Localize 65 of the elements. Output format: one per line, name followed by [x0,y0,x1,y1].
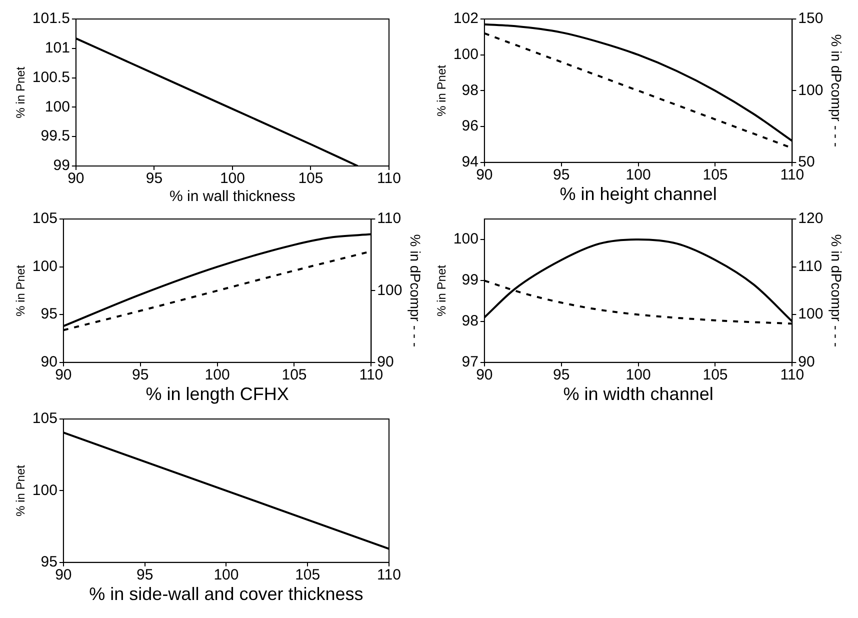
y-tick-label: 101.5 [32,10,70,28]
y-tick-label: 102 [453,10,478,28]
y2-axis-title: % in dPcompr - - - [828,234,845,348]
x-tick-label: 100 [204,366,230,384]
y-axis-title: % in Pnet [14,66,28,118]
y2-tick-label: 110 [377,210,402,228]
x-tick-label: 100 [626,366,651,384]
y2-tick-label: 100 [798,306,824,323]
y2-axis-title: % in dPcompr - - - [408,234,424,348]
y-axis-title: % in Pnet [14,464,28,516]
x-tick-label: 105 [298,170,324,188]
y-tick-label: 100 [32,258,58,275]
y-tick-label: 90 [40,354,58,371]
y-tick-label: 100.5 [32,68,70,86]
y-tick-label: 101 [44,40,70,57]
x-tick-label: 95 [553,366,570,384]
y-tick-label: 105 [32,210,58,228]
x-tick-label: 90 [476,166,493,184]
y-tick-label: 100 [453,230,478,248]
y-tick-label: 94 [462,154,478,171]
y-tick-label: 96 [462,118,478,135]
x-axis-title: % in wall thickness [170,188,296,206]
y2-tick-label: 100 [377,282,402,299]
x-tick-label: 90 [476,366,493,384]
y-axis-title: % in Pnet [434,64,449,116]
y2-axis-title: % in dPcompr - - - [828,34,845,148]
y-axis-title: % in Pnet [434,264,449,316]
y-tick-label: 97 [462,354,478,371]
y-tick-label: 98 [462,82,478,99]
x-tick-label: 100 [214,566,239,584]
y-axis-title: % in Pnet [14,264,28,316]
y-tick-label: 100 [453,46,478,63]
x-axis-title: % in length CFHX [146,384,289,404]
y-tick-label: 99 [53,157,70,174]
y-tick-label: 100 [44,98,70,116]
x-tick-label: 110 [780,366,804,384]
x-tick-label: 105 [295,566,320,584]
x-tick-label: 110 [377,566,401,584]
x-tick-label: 105 [702,166,728,184]
x-tick-label: 110 [377,170,401,188]
y-tick-label: 95 [40,554,58,571]
y-tick-label: 99.5 [40,128,70,145]
y2-tick-label: 110 [798,258,822,275]
y-tick-label: 98 [462,312,478,330]
x-tick-label: 95 [136,566,154,584]
x-tick-label: 110 [780,166,804,184]
y2-tick-label: 100 [798,82,824,99]
x-tick-label: 105 [702,366,728,384]
x-tick-label: 95 [553,166,570,184]
y2-tick-label: 120 [798,210,824,228]
y-tick-label: 99 [462,272,478,289]
x-axis-title: % in side-wall and cover thickness [89,584,364,604]
x-axis-title: % in height channel [560,184,717,204]
x-axis-title: % in width channel [563,384,714,404]
x-tick-label: 110 [359,366,384,384]
y2-tick-label: 150 [798,10,824,28]
y-tick-label: 105 [32,410,58,428]
x-tick-label: 95 [132,366,149,384]
y-tick-label: 95 [40,306,58,323]
x-tick-label: 100 [626,166,651,184]
x-tick-label: 95 [146,170,163,188]
y-tick-label: 100 [32,482,58,499]
x-tick-label: 105 [282,366,307,384]
x-tick-label: 100 [220,170,245,188]
x-tick-label: 90 [68,170,84,188]
